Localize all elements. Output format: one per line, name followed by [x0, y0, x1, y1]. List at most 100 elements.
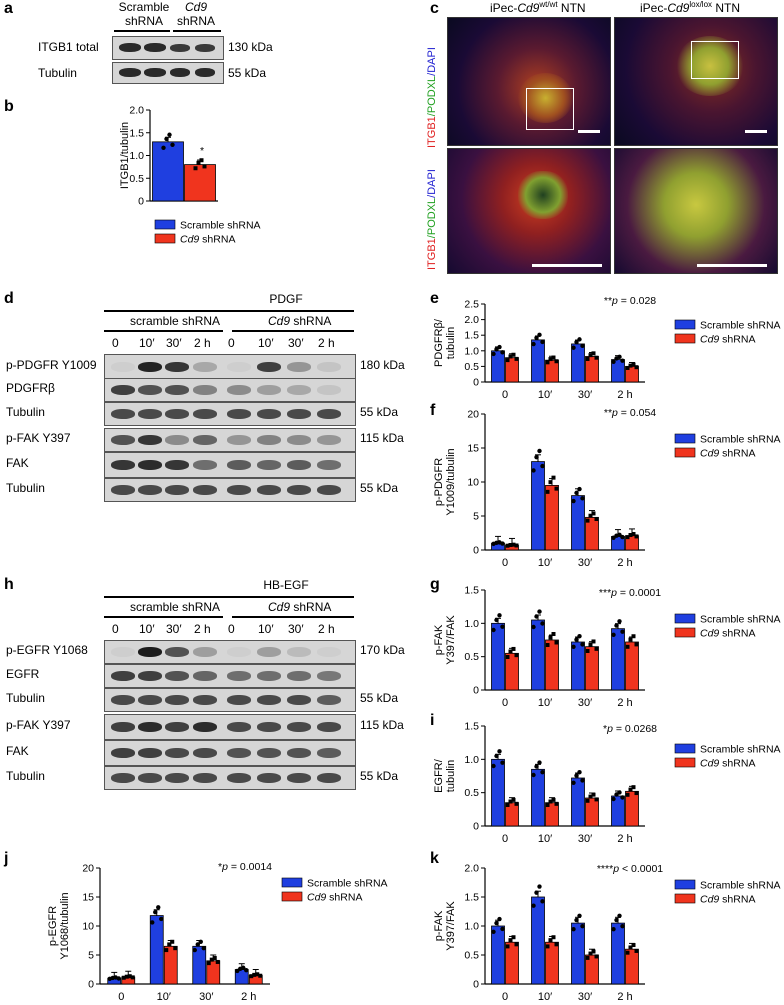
data-point	[540, 463, 545, 469]
legend-swatch-cd9	[674, 447, 696, 458]
h-band	[111, 748, 135, 758]
y-tick-label: 0.5	[464, 787, 479, 799]
d-time-label: 10′	[139, 336, 155, 350]
data-point	[170, 939, 175, 944]
x-tick-label: 2 h	[241, 991, 256, 1003]
legend-label-cd9: Cd9 shRNA	[700, 334, 755, 346]
data-point	[164, 136, 169, 142]
data-point	[631, 943, 636, 948]
bar	[531, 619, 545, 691]
bar	[545, 941, 559, 985]
data-point	[206, 961, 211, 966]
h-band	[138, 748, 162, 758]
data-point	[617, 913, 622, 918]
data-point	[150, 920, 155, 925]
stat-annotation: *p = 0.0268	[603, 723, 657, 735]
h-band	[227, 647, 251, 657]
h-band	[193, 647, 217, 657]
data-point	[491, 929, 496, 934]
y-axis-label: p-FAK	[433, 910, 445, 941]
a-group-line-2	[173, 30, 221, 32]
d-band	[111, 409, 135, 419]
x-tick-label: 2 h	[617, 697, 632, 709]
chart-k: 0 0.5 1.0 1.5 2.0 p-FAK Y397/FAK 0 10′ 30′ 2 h ****…	[433, 863, 781, 1004]
y-axis-label: EGFR/	[433, 758, 445, 793]
data-point	[588, 794, 593, 799]
d-band	[111, 385, 135, 395]
data-point	[531, 341, 536, 347]
x-tick-label: 30′	[578, 697, 592, 709]
data-point	[634, 791, 639, 796]
bar	[611, 922, 625, 985]
data-point	[634, 534, 639, 539]
data-point	[577, 634, 582, 639]
data-point	[491, 351, 496, 357]
panel-label-d: d	[4, 290, 14, 307]
data-point	[611, 359, 616, 364]
h-blot-row	[104, 714, 356, 740]
data-point	[631, 634, 636, 639]
y-tick-label: 0	[473, 979, 479, 991]
data-point	[617, 790, 622, 795]
data-point	[628, 945, 633, 950]
data-point	[241, 965, 246, 970]
bar	[491, 925, 505, 985]
legend-label-scramble: Scramble shRNA	[700, 320, 781, 332]
h-time-label: 30′	[166, 622, 182, 636]
panel-label-f: f	[430, 402, 436, 419]
data-point	[548, 635, 553, 640]
y-tick-label: 2.5	[464, 299, 479, 311]
y-tick-label: 0.5	[129, 173, 144, 185]
h-band	[257, 748, 281, 758]
d-band	[165, 460, 189, 470]
h-time-label: 2 h	[194, 622, 211, 636]
data-point	[634, 365, 639, 370]
data-point	[548, 799, 553, 804]
data-point	[508, 354, 513, 359]
h-band	[138, 722, 162, 732]
data-point	[511, 935, 516, 940]
h-band	[257, 722, 281, 732]
data-point	[554, 942, 559, 947]
panel-label-a: a	[4, 0, 13, 17]
d-band	[165, 485, 189, 495]
x-tick-label: 10′	[538, 833, 552, 845]
data-point	[580, 778, 585, 783]
y-axis-label: ITGB1/tubulin	[119, 122, 131, 189]
data-point	[153, 909, 158, 915]
h-row-kda: 55 kDa	[360, 691, 399, 705]
data-point	[620, 534, 625, 540]
h-band	[317, 671, 341, 681]
y-axis-label: Y397/FAK	[445, 615, 457, 665]
y-tick-label: 0	[473, 685, 479, 697]
data-point	[199, 158, 204, 163]
data-point	[497, 749, 502, 754]
y-tick-label: 1.5	[464, 721, 479, 733]
panel-label-k: k	[430, 850, 439, 867]
y-tick-label: 20	[82, 863, 94, 875]
data-point	[551, 475, 556, 480]
y-axis-label: tubulin	[445, 760, 457, 792]
data-point	[545, 489, 550, 494]
data-point	[508, 649, 513, 654]
d-row-label: Tubulin	[6, 481, 45, 495]
legend-label-cd9: Cd9 shRNA	[700, 894, 755, 906]
y-tick-label: 1.0	[129, 150, 144, 162]
bar	[545, 639, 559, 691]
h-row-label: Tubulin	[6, 769, 45, 783]
h-time-label: 0	[228, 622, 235, 636]
y-tick-label: 1.5	[464, 892, 479, 904]
h-band	[138, 647, 162, 657]
data-point	[514, 653, 519, 658]
a-blot-tubulin	[112, 62, 224, 84]
d-band	[287, 435, 311, 445]
c-roi-box-wt	[526, 88, 574, 130]
data-point	[193, 166, 198, 171]
h-band	[317, 695, 341, 705]
legend-swatch-scramble	[674, 879, 696, 890]
legend-swatch-cd9	[674, 333, 696, 344]
d-band	[111, 485, 135, 495]
panel-label-j: j	[4, 850, 9, 867]
data-point	[548, 357, 553, 362]
data-point	[534, 764, 539, 769]
